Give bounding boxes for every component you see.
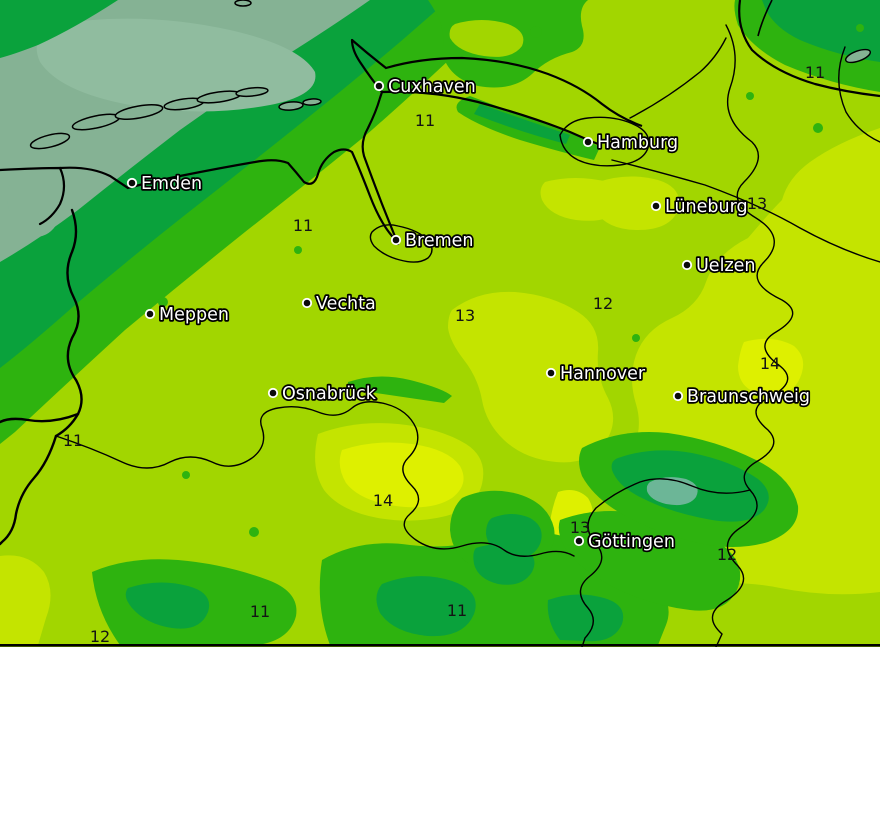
city-marker-hamburg: Hamburg bbox=[582, 131, 680, 155]
city-marker-hannover: Hannover bbox=[545, 362, 648, 386]
elbe-estuary-water bbox=[762, 0, 880, 62]
small-green-patches bbox=[158, 24, 864, 537]
city-dot bbox=[373, 80, 385, 92]
bremen-city-border bbox=[369, 224, 433, 263]
country-border-netherlands bbox=[0, 208, 83, 546]
city-dot bbox=[390, 234, 402, 246]
city-dot bbox=[301, 297, 313, 309]
city-label: Hamburg bbox=[597, 133, 678, 153]
city-dot bbox=[681, 259, 693, 271]
temperature-value-label: 11 bbox=[447, 601, 467, 620]
city-label: Osnabrück bbox=[282, 384, 377, 404]
island bbox=[844, 48, 872, 64]
city-marker-gttingen: Göttingen bbox=[573, 530, 677, 554]
city-marker-cuxhaven: Cuxhaven bbox=[373, 75, 477, 99]
city-dot bbox=[573, 535, 585, 547]
city-label: Bremen bbox=[405, 231, 474, 251]
city-label: Emden bbox=[141, 174, 202, 194]
coastal-cool-bands bbox=[0, 0, 512, 444]
map-bottom-frame bbox=[0, 644, 880, 647]
city-label: Lüneburg bbox=[665, 197, 748, 217]
temperature-value-label: 14 bbox=[760, 354, 780, 373]
temperature-labels-layer: 11 11 13 11 12 13 14 11 14 13 12 11 11 12 bbox=[63, 63, 825, 646]
city-marker-osnabrck: Osnabrück bbox=[267, 382, 378, 406]
corner-dark-patch bbox=[0, 0, 118, 58]
temperature-value-label: 11 bbox=[805, 63, 825, 82]
city-label: Meppen bbox=[159, 305, 229, 325]
city-marker-braunschweig: Braunschweig bbox=[672, 385, 812, 409]
city-label: Braunschweig bbox=[687, 387, 810, 407]
temperature-value-label: 14 bbox=[373, 491, 393, 510]
map-footer: Temperatur in 2m (in °C) Fr, 13.03.2026 … bbox=[0, 647, 880, 830]
city-dot bbox=[672, 390, 684, 402]
temperature-value-label: 11 bbox=[63, 431, 83, 450]
temperature-value-label: 11 bbox=[415, 111, 435, 130]
city-dot bbox=[267, 387, 279, 399]
southern-hills bbox=[92, 432, 799, 645]
city-label: Uelzen bbox=[696, 256, 755, 276]
city-markers-layer: Cuxhaven Hamburg Emden Lüneburg Bremen Uelzen… bbox=[126, 75, 812, 554]
temperature-map: 11 11 13 11 12 13 14 11 14 13 12 11 11 12 Cuxhaven Ham… bbox=[0, 0, 880, 647]
city-label: Hannover bbox=[560, 364, 646, 384]
city-label: Göttingen bbox=[588, 532, 675, 552]
city-dot bbox=[144, 308, 156, 320]
temperature-value-label: 11 bbox=[293, 216, 313, 235]
temperature-value-label: 12 bbox=[593, 294, 613, 313]
city-marker-meppen: Meppen bbox=[144, 303, 231, 327]
city-marker-emden: Emden bbox=[126, 172, 204, 196]
temperature-value-label: 11 bbox=[250, 602, 270, 621]
city-marker-vechta: Vechta bbox=[301, 292, 377, 316]
temperature-value-label: 12 bbox=[717, 545, 737, 564]
temperature-value-label: 13 bbox=[570, 518, 590, 537]
estuary-coastline bbox=[738, 0, 880, 98]
state-borders bbox=[55, 24, 880, 647]
coastline bbox=[0, 38, 400, 246]
city-dot bbox=[650, 200, 662, 212]
city-dot bbox=[545, 367, 557, 379]
temperature-value-label: 13 bbox=[747, 194, 767, 213]
city-marker-lneburg: Lüneburg bbox=[650, 195, 749, 219]
elbe-river bbox=[351, 39, 643, 160]
city-dot bbox=[582, 136, 594, 148]
city-marker-bremen: Bremen bbox=[390, 229, 475, 253]
city-label: Cuxhaven bbox=[388, 77, 476, 97]
north-coast-features bbox=[428, 0, 880, 98]
city-label: Vechta bbox=[316, 294, 376, 314]
ems-estuary bbox=[7, 148, 64, 237]
city-marker-uelzen: Uelzen bbox=[681, 254, 757, 278]
city-dot bbox=[126, 177, 138, 189]
frisian-islands bbox=[29, 0, 322, 150]
hamburg-city-border bbox=[559, 116, 650, 167]
temperature-value-label: 12 bbox=[90, 627, 110, 646]
harz-summit bbox=[646, 477, 698, 506]
temperature-value-label: 13 bbox=[455, 306, 475, 325]
